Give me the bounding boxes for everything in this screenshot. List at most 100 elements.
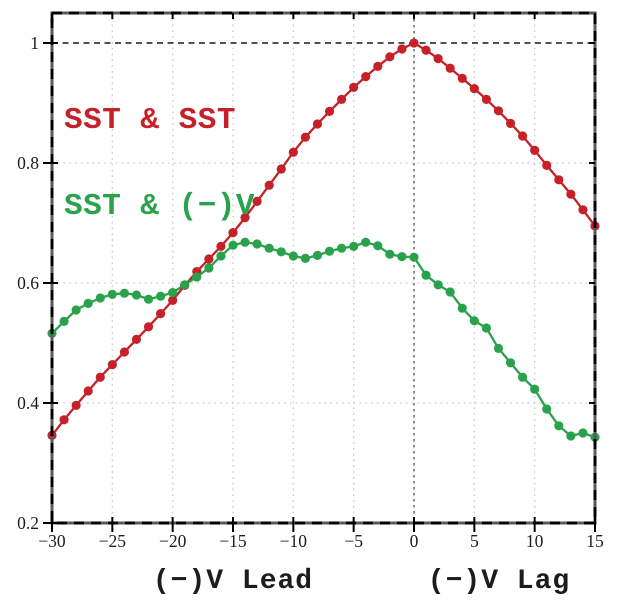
x-axis-tick-label: 0 — [410, 531, 419, 551]
data-point — [204, 263, 214, 273]
data-point — [276, 164, 286, 174]
data-point — [409, 38, 419, 48]
data-point — [433, 54, 443, 64]
data-point — [288, 147, 298, 157]
x-axis-tick-label: 10 — [526, 531, 544, 551]
x-axis-tick-label: −30 — [38, 531, 66, 551]
data-point — [433, 280, 443, 290]
data-point — [312, 119, 323, 129]
data-point — [421, 270, 431, 280]
data-point — [518, 131, 528, 141]
x-axis-tick-label: −25 — [99, 531, 127, 551]
data-point — [421, 45, 431, 55]
data-point — [493, 106, 504, 116]
y-axis-tick-label: 0.6 — [17, 273, 39, 293]
data-point — [107, 289, 117, 299]
data-point — [385, 249, 395, 259]
data-point — [554, 421, 564, 431]
data-point — [505, 118, 516, 128]
data-point — [83, 298, 93, 308]
data-point — [276, 247, 286, 257]
data-point — [385, 52, 395, 62]
data-point — [530, 384, 540, 394]
data-point — [397, 252, 407, 262]
data-point — [361, 72, 371, 82]
data-point — [542, 160, 552, 170]
data-point — [566, 431, 576, 441]
series-line-0 — [51, 41, 596, 437]
data-point — [240, 237, 250, 247]
data-point — [300, 132, 310, 142]
x-axis-tick-label: −10 — [280, 531, 308, 551]
y-axis-tick-label: 1 — [30, 33, 39, 53]
x-axis-tick-label: 5 — [470, 531, 479, 551]
data-point — [457, 73, 467, 83]
data-point — [312, 250, 323, 260]
data-point — [156, 291, 166, 301]
data-point — [107, 360, 117, 370]
data-point — [566, 189, 576, 199]
data-point — [204, 254, 214, 264]
data-point — [156, 309, 166, 319]
data-point — [324, 246, 335, 256]
data-point — [264, 243, 274, 253]
data-point — [530, 145, 540, 155]
data-point — [518, 372, 528, 382]
x-axis-label-lag: (−)V Lag — [427, 566, 571, 597]
data-point — [264, 180, 274, 190]
data-point — [59, 415, 69, 425]
data-point — [361, 237, 371, 247]
data-point — [324, 106, 335, 116]
data-point — [337, 94, 347, 104]
data-point — [481, 94, 491, 104]
x-axis-tick-label: −15 — [219, 531, 247, 551]
data-point — [373, 61, 383, 71]
x-axis-tick-label: −5 — [344, 531, 363, 551]
data-point — [143, 294, 154, 304]
data-point — [180, 280, 190, 290]
data-point — [83, 386, 93, 396]
data-point — [143, 322, 154, 332]
data-point — [192, 272, 202, 282]
data-point — [373, 241, 383, 251]
y-axis-tick-label: 0.8 — [17, 153, 39, 173]
data-point — [71, 400, 81, 410]
data-point — [240, 213, 250, 223]
data-point — [578, 428, 588, 438]
data-point — [409, 252, 419, 262]
data-point — [131, 334, 142, 344]
legend-entry-sst-sst: SST & SST — [64, 103, 236, 138]
data-point — [554, 175, 564, 185]
data-point — [95, 372, 105, 382]
data-point — [337, 243, 347, 253]
data-point — [216, 251, 226, 261]
data-point — [228, 228, 238, 238]
data-point — [493, 343, 504, 353]
data-point — [469, 84, 479, 94]
y-axis-tick-label: 0.4 — [17, 393, 39, 413]
data-point — [71, 305, 81, 315]
data-point — [542, 404, 552, 414]
series-line-1 — [51, 241, 596, 439]
legend: SST & SST SST & (−)V — [64, 50, 255, 278]
data-point — [349, 241, 359, 251]
data-point — [95, 293, 105, 303]
x-axis-tick-label: −20 — [159, 531, 187, 551]
data-point — [578, 205, 588, 215]
data-point — [119, 288, 129, 298]
data-point — [168, 288, 178, 298]
y-axis-tick-label: 0.2 — [17, 513, 39, 533]
data-point — [505, 358, 516, 368]
data-point — [252, 196, 262, 206]
data-point — [481, 323, 491, 333]
x-axis-tick-label: 15 — [586, 531, 604, 551]
data-point — [228, 240, 238, 250]
data-point — [131, 290, 142, 300]
data-point — [457, 303, 467, 313]
data-point — [445, 63, 455, 73]
data-point — [119, 347, 129, 357]
plot-frame — [50, 11, 597, 525]
data-point — [288, 251, 298, 261]
data-point — [59, 316, 69, 326]
